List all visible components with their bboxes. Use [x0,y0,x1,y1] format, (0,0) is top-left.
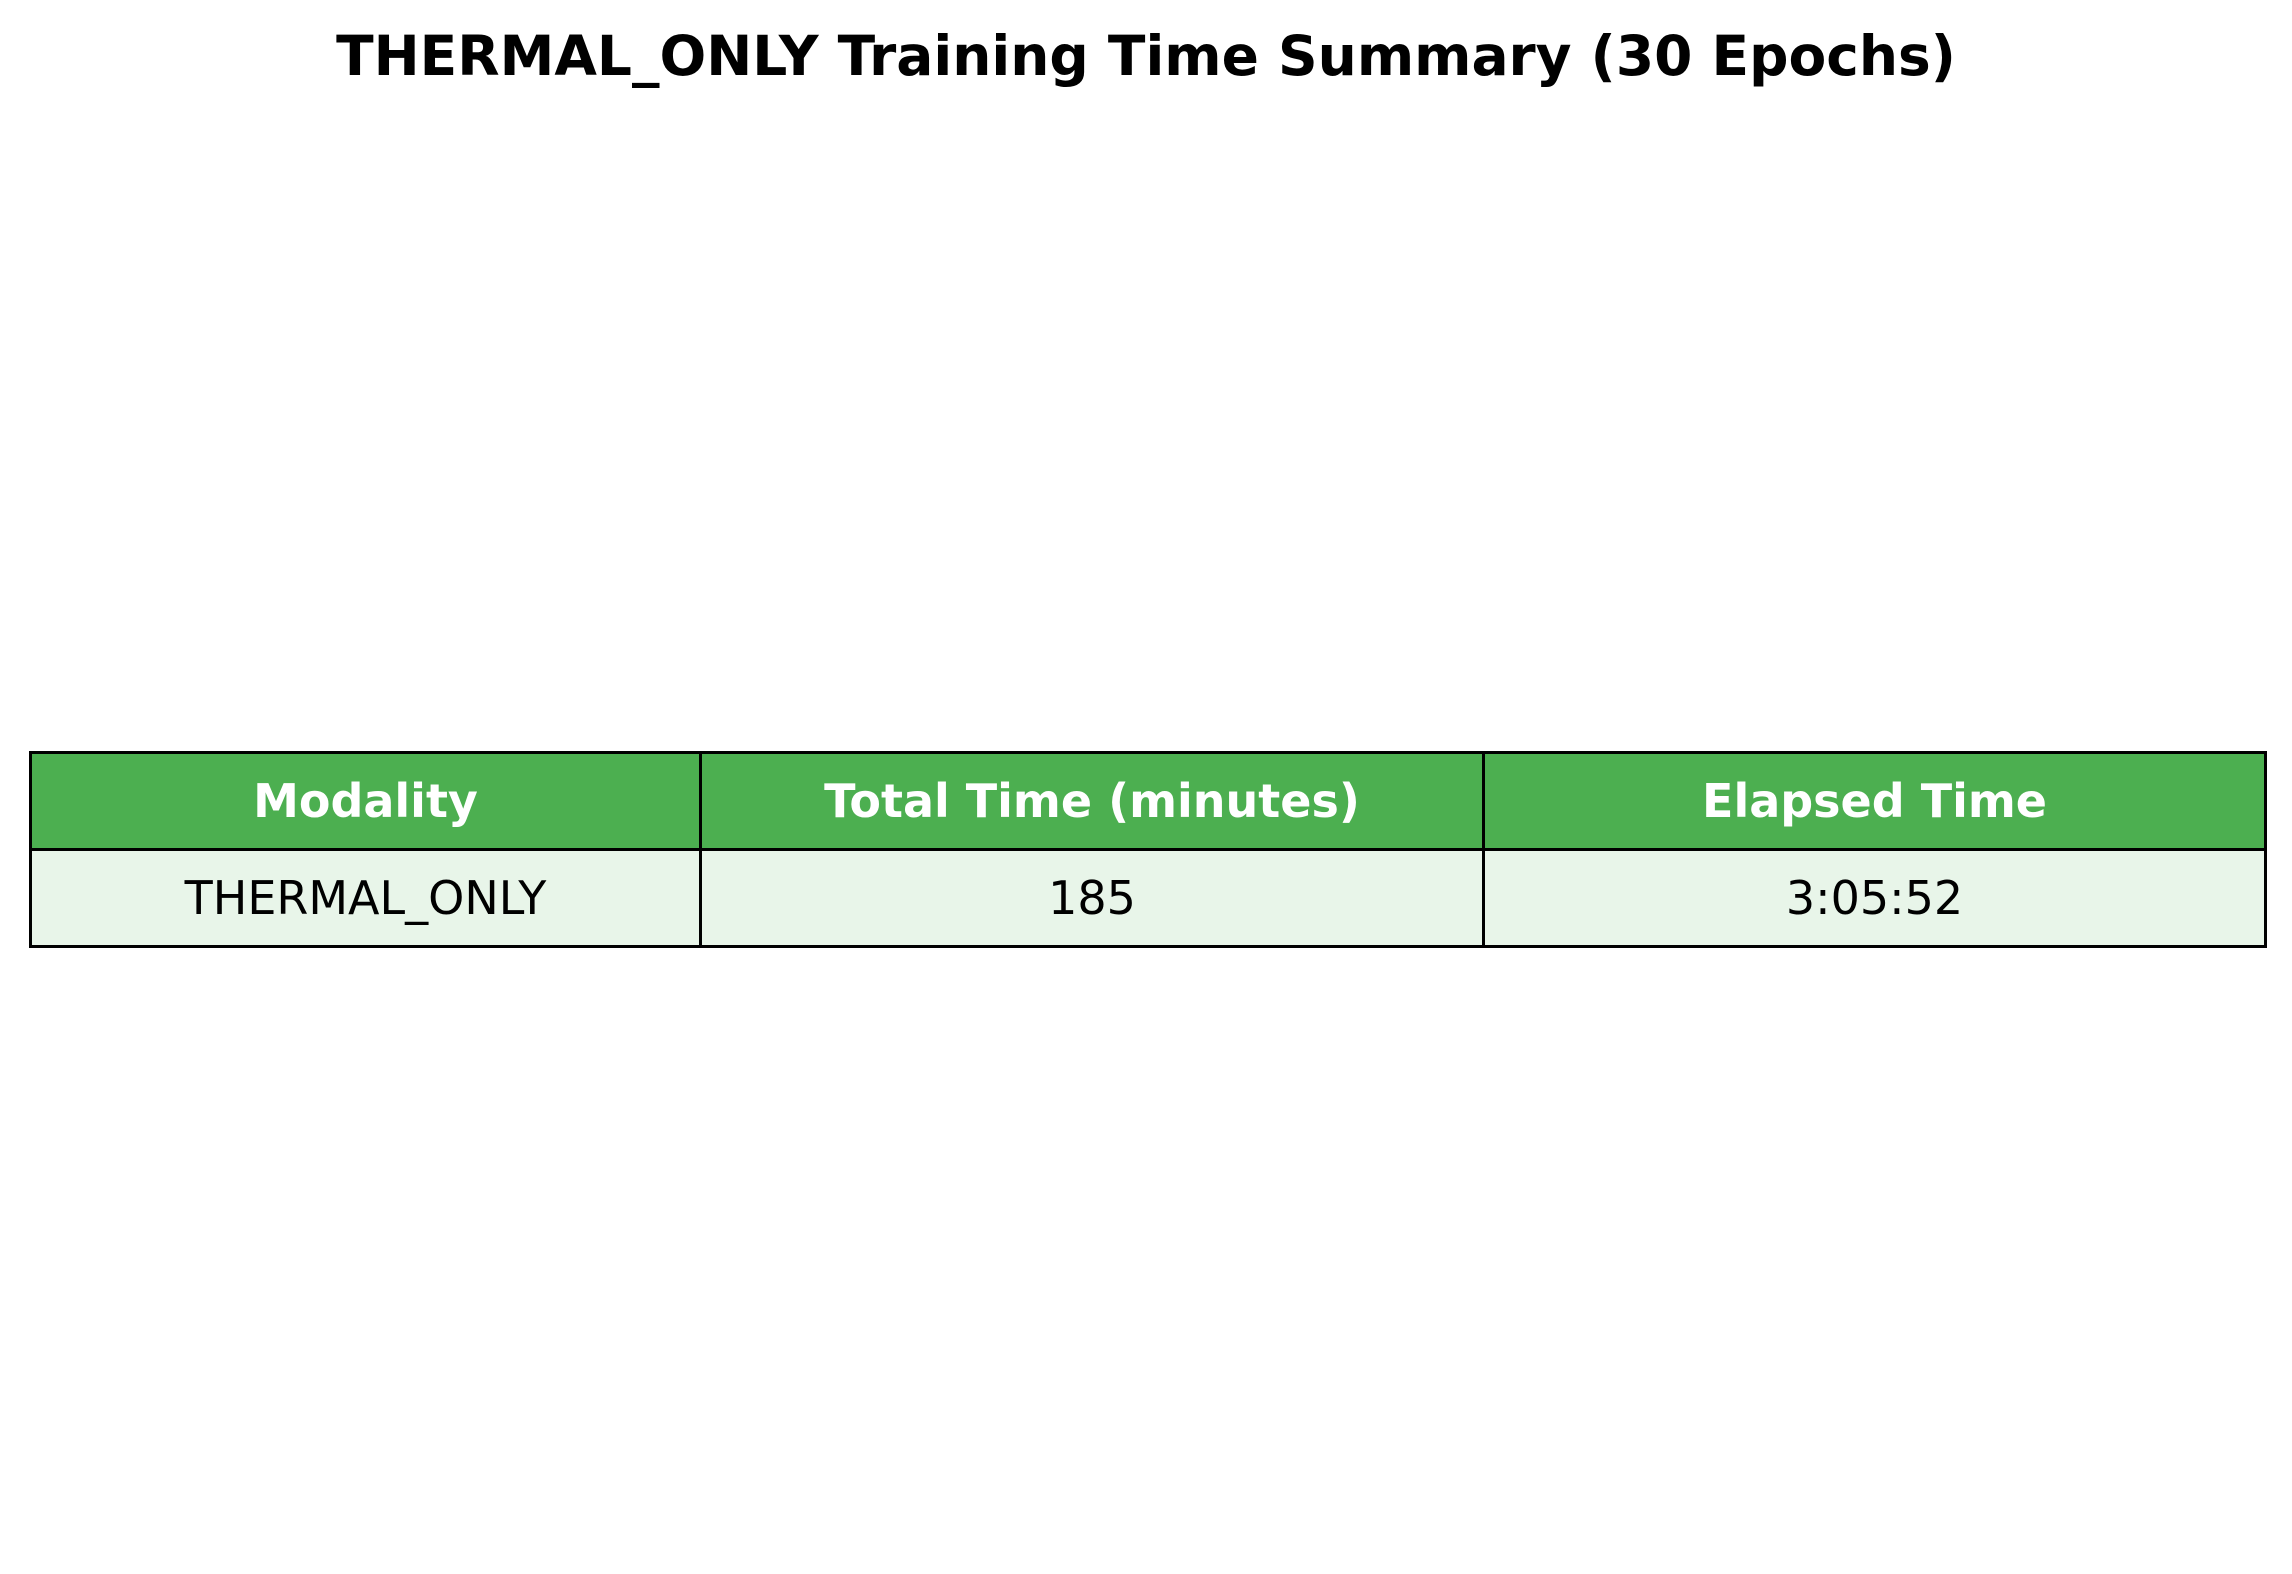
summary-table: Modality Total Time (minutes) Elapsed Ti… [29,751,2267,948]
table-row: THERMAL_ONLY 185 3:05:52 [29,848,2267,948]
cell-total-time: 185 [699,848,1485,948]
cell-modality: THERMAL_ONLY [29,848,702,948]
column-header-modality: Modality [29,751,702,851]
cell-elapsed-time: 3:05:52 [1482,848,2267,948]
column-header-elapsed-time: Elapsed Time [1482,751,2267,851]
column-header-total-time: Total Time (minutes) [699,751,1485,851]
table-header-row: Modality Total Time (minutes) Elapsed Ti… [29,751,2267,851]
chart-title: THERMAL_ONLY Training Time Summary (30 E… [336,24,1956,88]
